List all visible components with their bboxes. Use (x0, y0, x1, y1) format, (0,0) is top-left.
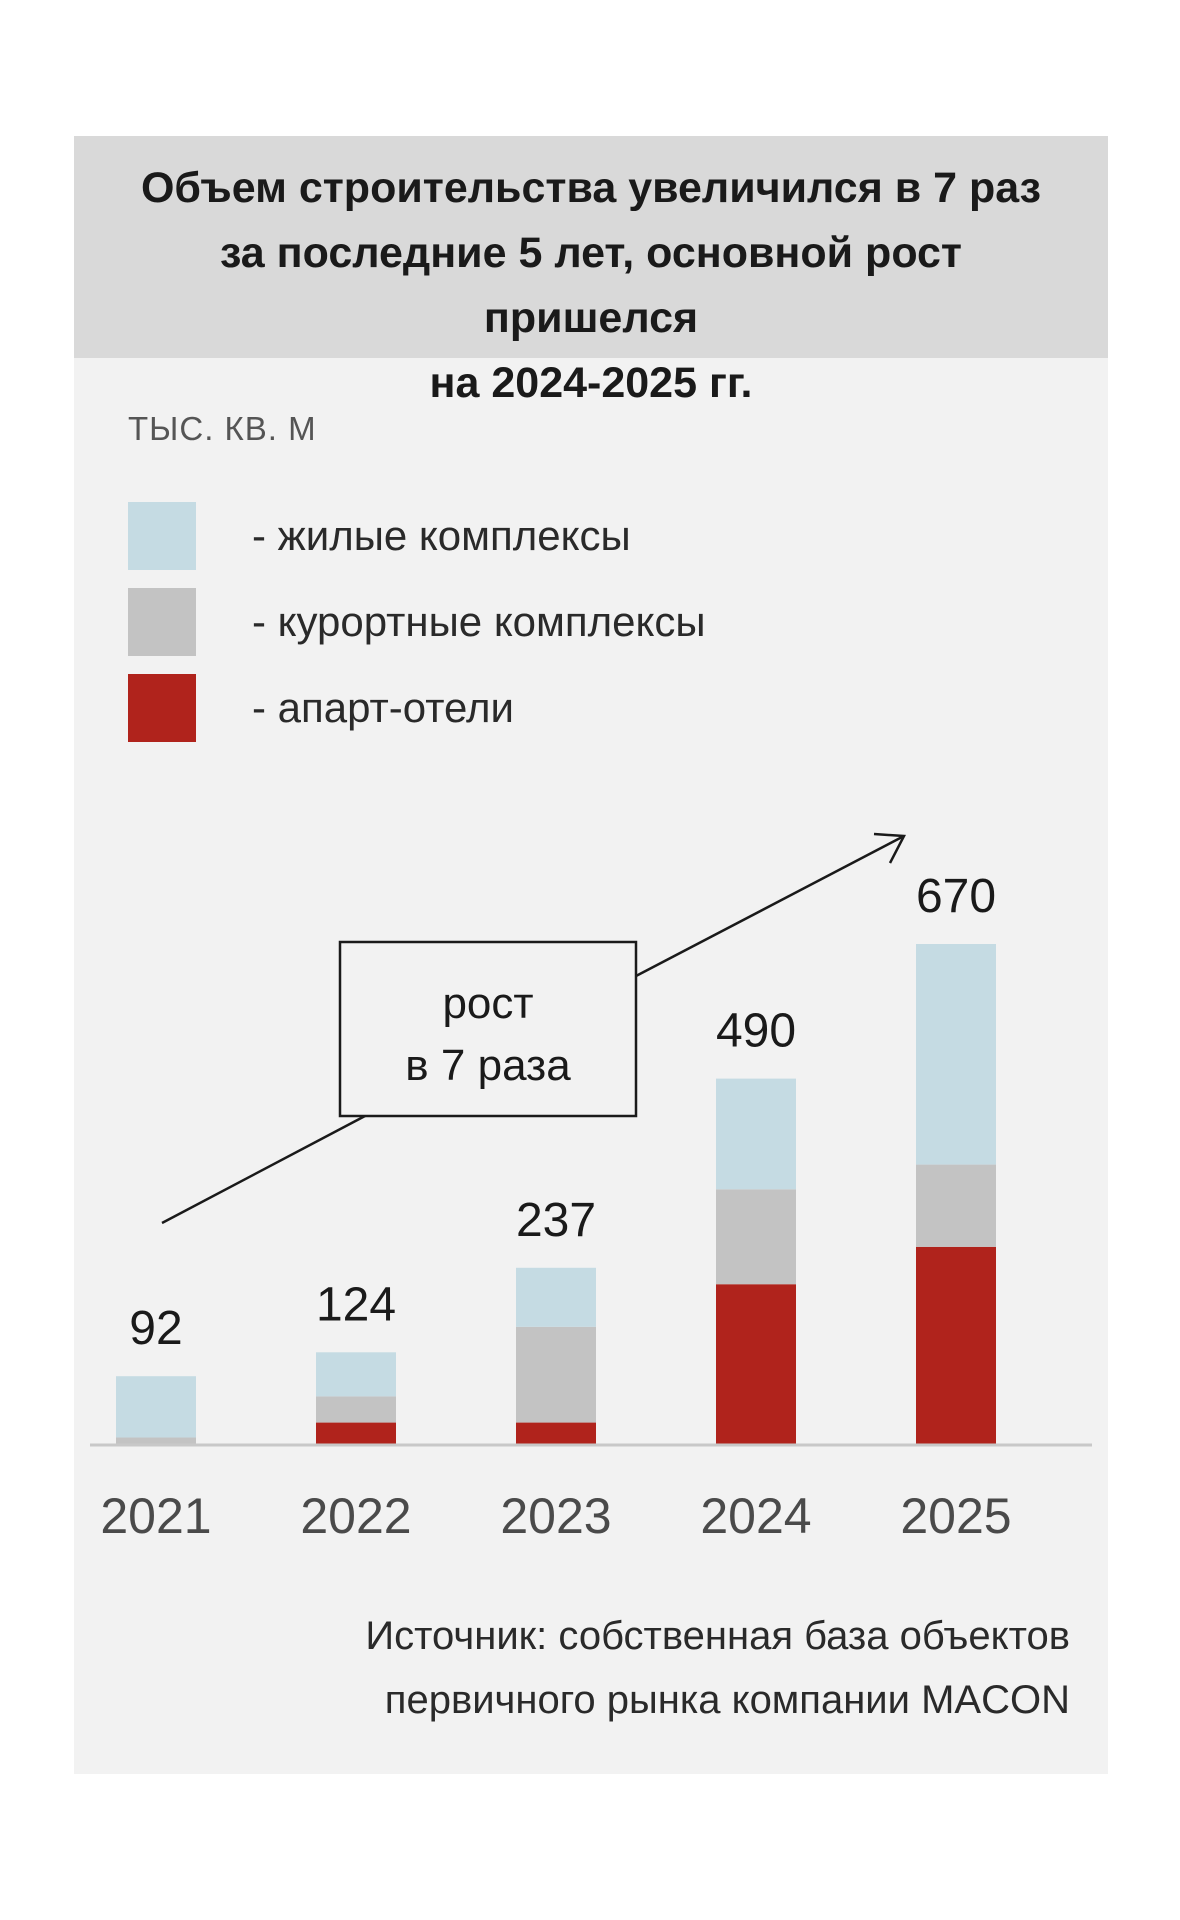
chart-title: Объем строительства увеличился в 7 раз з… (140, 164, 1042, 407)
bar-value-label: 237 (516, 1194, 596, 1247)
annotation-box (338, 940, 638, 1118)
legend-swatch-residential (128, 502, 196, 570)
bar-segment-2025-2 (916, 944, 996, 1165)
bar-value-label: 92 (129, 1302, 182, 1355)
bar-segment-2022-1 (316, 1396, 396, 1423)
legend-swatch-resort (128, 588, 196, 656)
bar-segment-2024-2 (716, 1078, 796, 1190)
legend-item-aparthotels: - апарт-отели (128, 674, 928, 742)
bar-segment-2025-1 (916, 1164, 996, 1247)
legend-label-aparthotels: - апарт-отели (252, 684, 514, 731)
chart-card: Объем строительства увеличился в 7 раз з… (74, 136, 1108, 1774)
growth-arrow-tail (161, 1114, 366, 1225)
source-note: Источник: собственная база объектов перв… (365, 1614, 1070, 1722)
bar-segment-2024-1 (716, 1189, 796, 1285)
labels-group: 92 2021 124 2022 237 2023 490 2024 670 2025 (100, 870, 1011, 1544)
arrow-head-icon (873, 832, 906, 864)
bar-value-label: 124 (316, 1278, 396, 1331)
bar-segment-2023-0 (516, 1422, 596, 1445)
bar-value-label: 670 (916, 870, 996, 923)
bar-segment-2023-2 (516, 1267, 596, 1327)
legend-item-resort: - курортные комплексы (128, 588, 928, 656)
bar-value-label: 490 (716, 1005, 796, 1058)
bar-segment-2023-1 (516, 1326, 596, 1423)
bar-segment-2022-0 (316, 1422, 396, 1445)
title-band: Объем строительства увеличился в 7 раз з… (74, 136, 1108, 407)
growth-arrow-line (635, 834, 905, 978)
legend-label-residential: - жилые комплексы (252, 512, 631, 559)
annotation-line-1: рост (442, 979, 533, 1028)
x-tick-label: 2024 (700, 1488, 811, 1544)
legend-swatch-aparthotels (128, 674, 196, 742)
bar-segment-2022-2 (316, 1352, 396, 1397)
x-tick-label: 2023 (500, 1488, 611, 1544)
bar-segment-2021-1 (116, 1437, 196, 1445)
annotation-line-2: в 7 раза (405, 1041, 571, 1090)
legend-label-resort: - курортные комплексы (252, 598, 706, 645)
bars-group (116, 944, 996, 1445)
x-tick-label: 2025 (900, 1488, 1011, 1544)
legend-item-residential: - жилые комплексы (128, 502, 928, 570)
bar-segment-2021-2 (116, 1376, 196, 1438)
unit-label: ТЫС. КВ. М (128, 410, 317, 447)
x-tick-label: 2022 (300, 1488, 411, 1544)
x-tick-label: 2021 (100, 1488, 211, 1544)
bar-segment-2024-0 (716, 1284, 796, 1445)
bar-segment-2025-0 (916, 1246, 996, 1445)
